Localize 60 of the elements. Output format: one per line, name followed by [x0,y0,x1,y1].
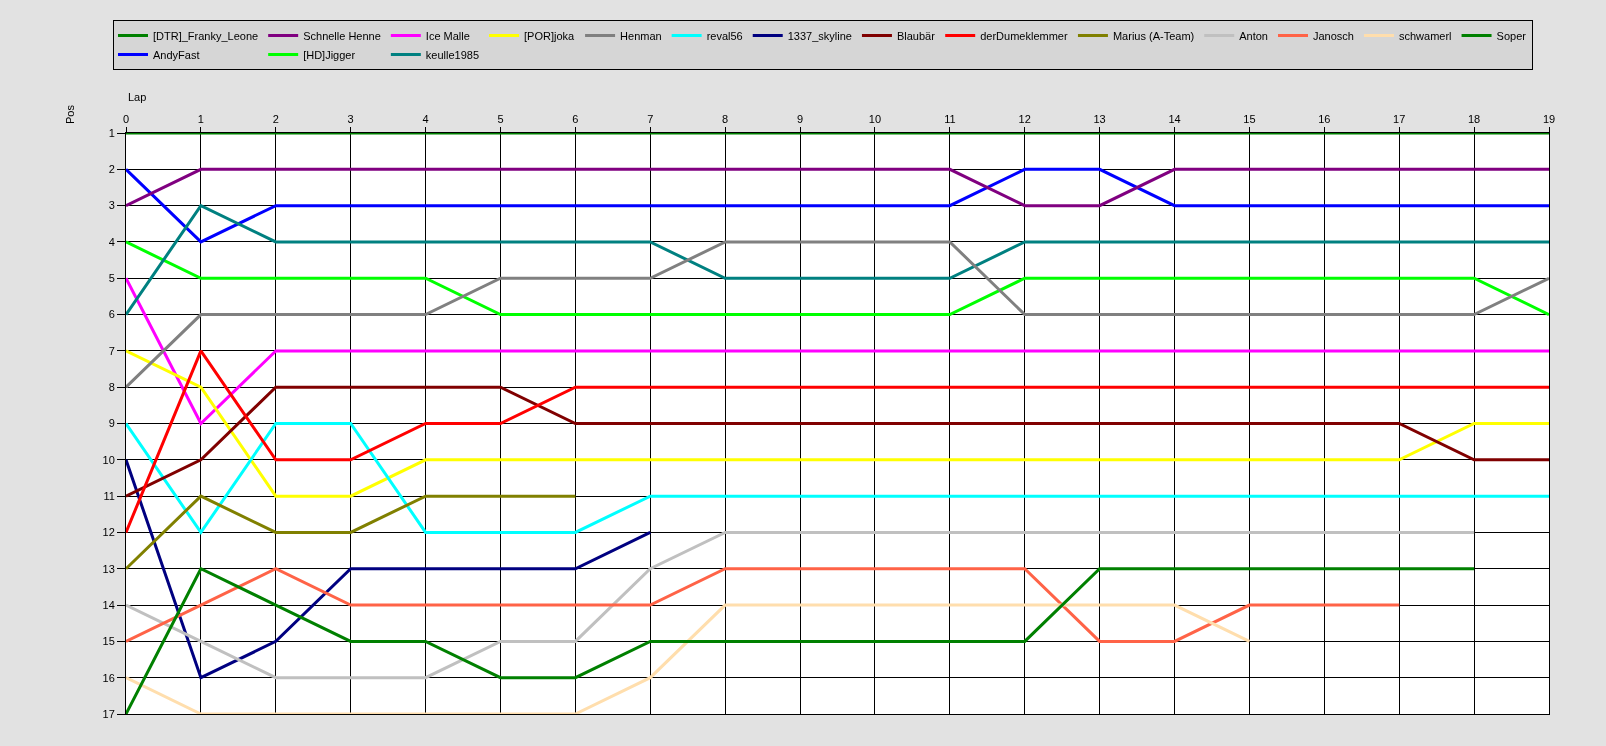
y-tick-label: 7 [108,344,115,357]
legend-label: 1337_skyline [787,29,852,42]
y-tick-label: 17 [102,707,115,720]
y-tick-label: 1 [108,126,115,139]
y-tick-label: 15 [102,635,115,648]
x-tick-label: 15 [1243,112,1256,125]
legend-label: Ice Malle [425,29,470,42]
legend-label: [HD]Jigger [303,48,356,61]
x-tick-label: 0 [122,112,130,125]
legend-label: AndyFast [153,48,200,61]
legend-label: Henman [620,29,662,42]
x-tick-label: 8 [722,112,729,125]
legend-label: Marius (A-Team) [1112,29,1195,42]
y-tick-label: 6 [108,308,115,321]
x-tick-label: 10 [868,112,882,125]
x-tick-label: 16 [1318,112,1331,125]
legend-label: reval56 [706,29,743,42]
x-tick-label: 6 [572,112,579,125]
x-tick-label: 13 [1093,112,1106,125]
x-tick-label: 7 [647,112,654,125]
y-tick-label: 12 [102,526,115,539]
y-tick-label: 13 [102,562,115,575]
y-tick-label: 11 [103,489,115,502]
legend-label: Blaubär [896,29,936,42]
x-tick-label: 19 [1542,112,1556,125]
y-tick-label: 3 [108,199,115,212]
x-tick-label: 3 [347,112,354,125]
legend-label: Anton [1239,29,1268,42]
x-tick-label: 18 [1467,112,1481,125]
y-tick-label: 14 [102,598,115,611]
legend-label: [DTR]_Franky_Leone [153,29,259,42]
x-tick-label: 2 [272,112,279,125]
y-tick-label: 10 [102,453,115,466]
x-axis-title: Lap [128,91,147,103]
legend-label: Schnelle Henne [303,29,381,42]
line-series [126,530,1476,680]
legend-label: Soper [1496,29,1527,42]
line-series [126,458,652,680]
legend-label: schwamerl [1398,29,1452,42]
x-tick-label: 17 [1393,112,1406,125]
x-tick-label: 12 [1018,112,1031,125]
x-tick-label: 9 [796,112,804,125]
line-series [126,603,1251,714]
y-tick-label: 9 [108,417,115,430]
legend-label: keulle1985 [425,48,480,61]
x-tick-label: 1 [197,112,204,125]
y-tick-label: 4 [108,235,115,248]
y-tick-label: 16 [102,671,115,684]
legend-label: Janosch [1312,29,1354,42]
x-tick-label: 14 [1168,112,1181,125]
y-tick-label: 5 [108,272,115,285]
x-tick-label: 5 [497,112,504,125]
y-tick-label: 8 [108,381,115,394]
y-axis-title: Pos [64,104,76,124]
x-tick-label: 11 [944,112,956,125]
x-tick-label: 4 [422,112,429,125]
legend-label: [POR]joka [524,29,576,42]
y-tick-label: 2 [108,163,115,176]
line-series [126,567,1476,714]
legend-label: derDumeklemmer [980,29,1068,42]
